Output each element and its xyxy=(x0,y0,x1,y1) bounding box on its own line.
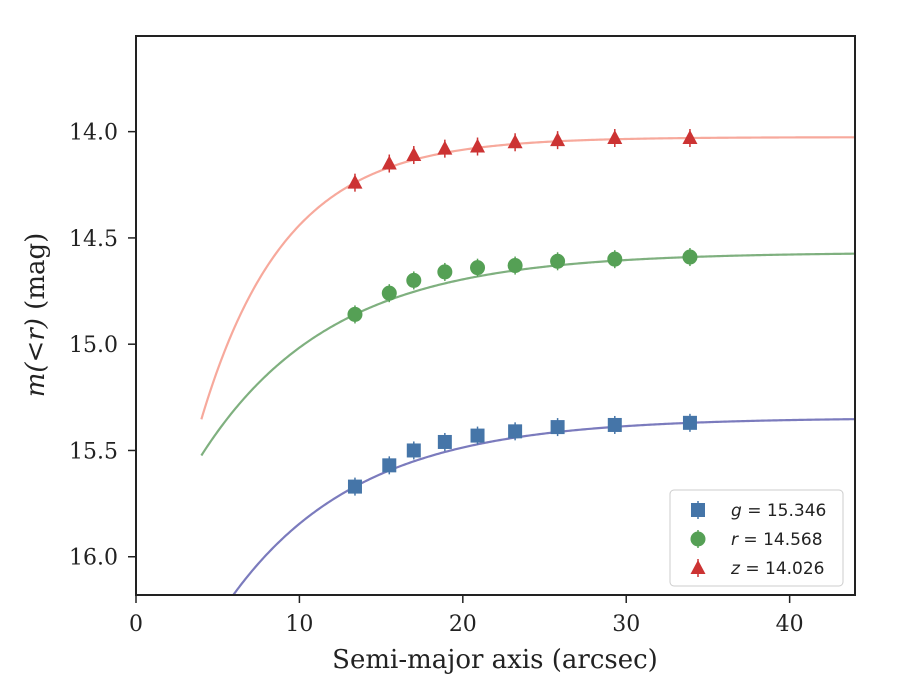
data-point-r xyxy=(682,249,698,265)
legend-label-g: g = 15.346 xyxy=(731,501,826,521)
data-markers xyxy=(347,129,698,496)
data-point-g xyxy=(470,428,485,443)
data-point-g xyxy=(347,479,362,494)
data-point-g xyxy=(406,443,421,458)
y-axis-title-math: m(<r) xyxy=(21,318,51,397)
model-curve-r xyxy=(200,252,855,457)
data-point-z xyxy=(381,155,397,170)
x-tick-label: 30 xyxy=(612,612,640,637)
data-point-r xyxy=(607,251,623,267)
y-axis-title: m(<r) (mag) xyxy=(21,233,51,398)
legend-band: z xyxy=(730,559,741,579)
model-curve-g xyxy=(231,418,855,595)
data-point-z xyxy=(406,147,422,162)
model-curve-z xyxy=(200,136,855,420)
legend: g = 15.346 r = 14.568 z = 14.026 xyxy=(669,489,844,587)
legend-marker-r xyxy=(690,531,706,547)
legend-label-z: z = 14.026 xyxy=(730,559,824,579)
legend-band: r xyxy=(731,530,739,550)
x-tick-label: 10 xyxy=(285,612,313,637)
data-point-r xyxy=(470,260,486,276)
legend-label-r: r = 14.568 xyxy=(731,530,823,550)
legend-value: 14.568 xyxy=(763,530,822,550)
x-tick-label: 20 xyxy=(449,612,477,637)
y-axis-title-unit: (mag) xyxy=(21,233,51,318)
legend-marker-g xyxy=(691,503,705,517)
plot-frame xyxy=(135,35,856,596)
data-point-r xyxy=(550,253,566,269)
data-point-g xyxy=(550,420,565,435)
legend-marker-z xyxy=(690,560,706,574)
legend-equals: = xyxy=(740,559,765,579)
model-curves xyxy=(200,136,855,595)
data-point-r xyxy=(381,285,397,301)
data-point-z xyxy=(550,132,566,147)
data-point-g xyxy=(382,458,397,473)
x-axis: 0 10 20 30 40 xyxy=(129,595,804,637)
y-tick-label: 15.0 xyxy=(69,333,118,358)
data-point-r xyxy=(406,272,422,288)
data-point-g xyxy=(508,424,523,439)
y-tick-label: 15.5 xyxy=(69,439,118,464)
data-point-g xyxy=(437,434,452,449)
data-point-z xyxy=(437,140,453,155)
data-point-g xyxy=(682,415,697,430)
data-point-z xyxy=(347,174,363,189)
legend-value: 15.346 xyxy=(767,501,826,521)
legend-equals: = xyxy=(738,530,763,550)
legend-box xyxy=(669,489,844,587)
data-point-z xyxy=(507,134,523,149)
data-point-r xyxy=(347,306,363,322)
x-tick-label: 0 xyxy=(129,612,143,637)
data-point-r xyxy=(437,264,453,280)
x-axis-title: Semi-major axis (arcsec) xyxy=(332,645,658,675)
legend-equals: = xyxy=(742,501,767,521)
data-point-z xyxy=(682,130,698,145)
data-point-z xyxy=(607,130,623,145)
data-point-z xyxy=(470,138,486,153)
data-point-r xyxy=(507,258,523,274)
x-tick-label: 40 xyxy=(776,612,804,637)
y-axis: 14.0 14.5 15.0 15.5 16.0 xyxy=(69,121,136,571)
legend-value: 14.026 xyxy=(765,559,824,579)
data-point-g xyxy=(607,417,622,432)
y-tick-label: 16.0 xyxy=(69,546,118,571)
y-tick-label: 14.0 xyxy=(69,121,118,146)
legend-band: g xyxy=(731,501,742,521)
y-tick-label: 14.5 xyxy=(69,227,118,252)
